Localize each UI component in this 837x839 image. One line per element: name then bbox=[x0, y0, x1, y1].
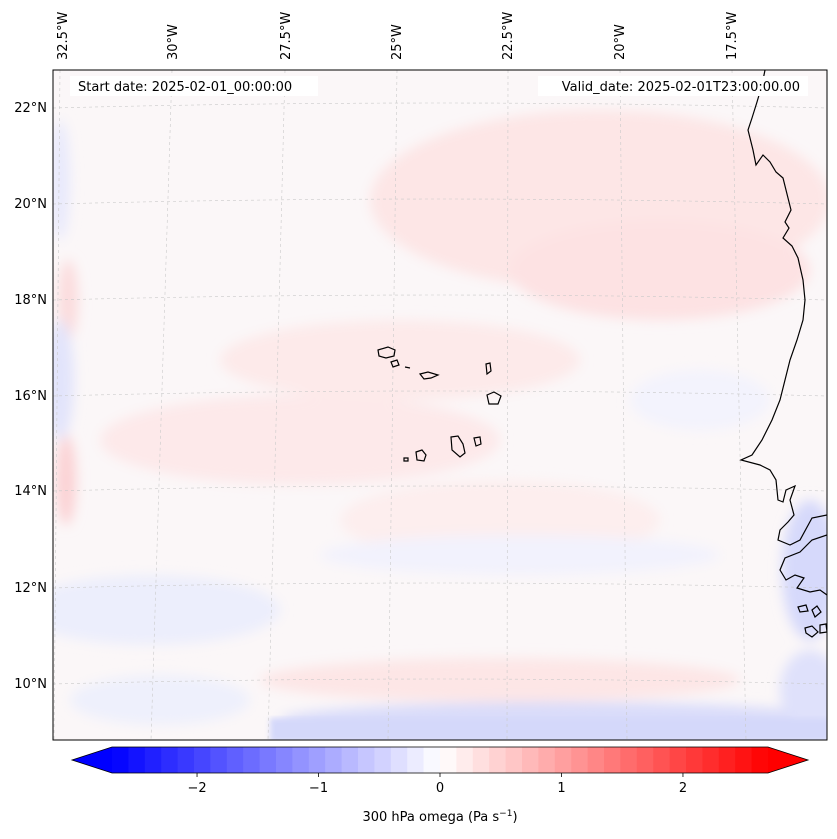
colorbar-cell bbox=[128, 747, 146, 773]
colorbar-cell bbox=[653, 747, 671, 773]
lat-label-20n: 20°N bbox=[14, 197, 47, 212]
colorbar-cells bbox=[112, 747, 769, 773]
colorbar-cell bbox=[407, 747, 425, 773]
island-brava bbox=[403, 457, 409, 462]
colorbar-cell bbox=[194, 747, 211, 773]
colorbar-cell bbox=[259, 747, 277, 773]
lon-label-25w: 25°W bbox=[390, 24, 405, 60]
colorbar-cell bbox=[636, 747, 654, 773]
colorbar-cell bbox=[423, 747, 441, 773]
lon-label-30w: 30°W bbox=[166, 24, 181, 60]
colorbar-cell bbox=[292, 747, 310, 773]
lon-label-32-5w: 32.5°W bbox=[56, 12, 71, 60]
lon-label-20w: 20°W bbox=[613, 24, 628, 60]
longitude-labels: 32.5°W 30°W 27.5°W 25°W 22.5°W 20°W 17.5… bbox=[56, 12, 740, 60]
valid-date-label: Valid_date: 2025-02-01T23:00:00.00 bbox=[562, 80, 800, 95]
valid-date-box bbox=[538, 76, 808, 96]
colorbar-cell bbox=[538, 747, 556, 773]
omega-field bbox=[53, 70, 827, 740]
lat-label-14n: 14°N bbox=[14, 484, 47, 499]
west-africa-coastline bbox=[739, 70, 827, 638]
colorbar-cell bbox=[686, 747, 703, 773]
colorbar-tick-label: 2 bbox=[679, 781, 687, 796]
colorbar-cell bbox=[505, 747, 523, 773]
colorbar-cell bbox=[161, 747, 179, 773]
island-santo-antao bbox=[377, 346, 396, 359]
lat-label-22n: 22°N bbox=[14, 101, 47, 116]
lat-label-18n: 18°N bbox=[14, 293, 47, 308]
colorbar-cell bbox=[554, 747, 572, 773]
colorbar-outline bbox=[70, 746, 810, 774]
colorbar-cell bbox=[620, 747, 638, 773]
colorbar-cell bbox=[735, 747, 753, 773]
colorbar-low-extension bbox=[72, 747, 112, 773]
colorbar-cell bbox=[226, 747, 244, 773]
colorbar-tick-label: −2 bbox=[187, 781, 206, 796]
lon-label-22-5w: 22.5°W bbox=[501, 12, 516, 60]
colorbar-cell bbox=[440, 747, 457, 773]
colorbar-tick-label: 0 bbox=[436, 781, 444, 796]
lon-label-27-5w: 27.5°W bbox=[279, 12, 294, 60]
colorbar-cell bbox=[308, 747, 326, 773]
cabo-verde-islands bbox=[377, 346, 502, 462]
colorbar-cell bbox=[276, 747, 293, 773]
colorbar-cell bbox=[669, 747, 687, 773]
start-date-box bbox=[70, 76, 318, 96]
start-date-label: Start date: 2025-02-01_00:00:00 bbox=[78, 80, 292, 95]
map-frame bbox=[52, 69, 828, 741]
colorbar-cell bbox=[112, 747, 129, 773]
colorbar-cell bbox=[604, 747, 621, 773]
island-sao-nicolau bbox=[418, 371, 440, 380]
colorbar-cell bbox=[472, 747, 490, 773]
latitude-labels: 22°N 20°N 18°N 16°N 14°N 12°N 10°N bbox=[14, 101, 47, 692]
colorbar-tick-label: −1 bbox=[309, 781, 328, 796]
colorbar-cell bbox=[325, 747, 343, 773]
island-maio bbox=[473, 436, 482, 447]
island-boa-vista bbox=[486, 391, 502, 405]
colorbar-cell bbox=[390, 747, 408, 773]
island-sao-vicente bbox=[390, 359, 400, 368]
colorbar-cell bbox=[587, 747, 605, 773]
colorbar-cell bbox=[358, 747, 375, 773]
island-fogo bbox=[415, 449, 427, 462]
colorbar-cell bbox=[341, 747, 359, 773]
lat-label-16n: 16°N bbox=[14, 389, 47, 404]
colorbar-cell bbox=[374, 747, 392, 773]
colorbar-cell bbox=[751, 747, 769, 773]
island-sal bbox=[485, 362, 492, 376]
colorbar-cell bbox=[144, 747, 162, 773]
gridlines bbox=[53, 70, 827, 740]
colorbar-cell bbox=[456, 747, 474, 773]
colorbar-cell bbox=[522, 747, 539, 773]
colorbar-tick-label: 1 bbox=[557, 781, 565, 796]
colorbar-cell bbox=[177, 747, 195, 773]
lat-label-12n: 12°N bbox=[14, 581, 47, 596]
colorbar-cell bbox=[243, 747, 261, 773]
colorbar-title: 300 hPa omega (Pa s−1) bbox=[362, 809, 517, 825]
colorbar-cell bbox=[210, 747, 228, 773]
colorbar: −2 −1 0 1 2 300 hPa omega (Pa s−1) bbox=[70, 746, 810, 825]
colorbar-ticks: −2 −1 0 1 2 bbox=[187, 773, 687, 796]
field-southern-band bbox=[270, 718, 827, 740]
colorbar-cell bbox=[702, 747, 720, 773]
colorbar-cell bbox=[489, 747, 507, 773]
colorbar-cell bbox=[571, 747, 589, 773]
island-santiago bbox=[450, 435, 466, 458]
lat-label-10n: 10°N bbox=[14, 677, 47, 692]
island-santa-luzia bbox=[404, 366, 411, 369]
lon-label-17-5w: 17.5°W bbox=[725, 12, 740, 60]
colorbar-cell bbox=[718, 747, 736, 773]
colorbar-high-extension bbox=[768, 747, 808, 773]
